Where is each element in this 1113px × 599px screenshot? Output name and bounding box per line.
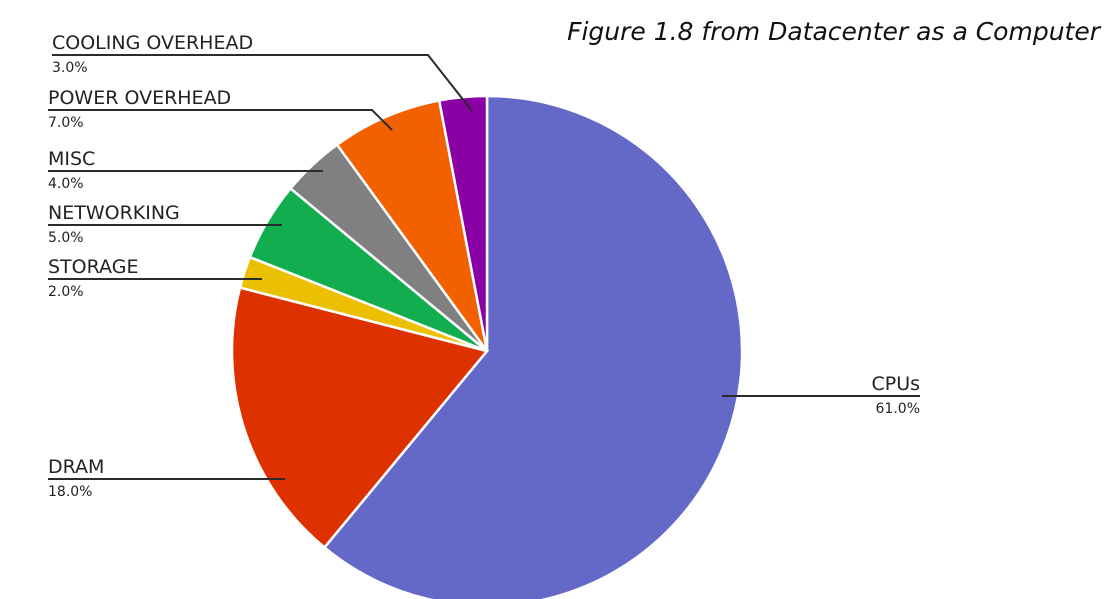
slice-value-dram: 18.0%	[48, 484, 92, 500]
slice-value-storage: 2.0%	[48, 284, 84, 300]
pie-slice-power-overhead	[335, 99, 489, 352]
slice-value-power-overhead: 7.0%	[48, 115, 84, 131]
pie-slice-cooling-overhead	[437, 94, 489, 352]
slice-label-storage: STORAGE	[48, 256, 138, 278]
slice-value-cooling-overhead: 3.0%	[52, 60, 88, 76]
slice-label-misc: MISC	[48, 148, 95, 170]
slice-label-cooling-overhead: COOLING OVERHEAD	[52, 32, 253, 54]
leader-line-power-overhead	[48, 109, 393, 131]
pie-slice-cpus	[322, 94, 744, 599]
slice-label-networking: NETWORKING	[48, 202, 180, 224]
slice-label-cpus: CPUs	[871, 373, 920, 395]
leader-line-cooling-overhead	[52, 54, 473, 112]
slice-label-dram: DRAM	[48, 456, 104, 478]
slice-labels: CPUs 61.0% DRAM 18.0% STORAGE 2.0% NETWORKING 5…	[48, 32, 920, 500]
figure-caption: Figure 1.8 from Datacenter as a Computer	[567, 17, 1102, 46]
slice-label-power-overhead: POWER OVERHEAD	[48, 87, 231, 109]
slice-value-cpus: 61.0%	[876, 401, 920, 417]
slice-value-networking: 5.0%	[48, 230, 84, 246]
slice-value-misc: 4.0%	[48, 176, 84, 192]
pie-slices	[230, 94, 744, 599]
pie-slice-dram	[230, 286, 490, 550]
